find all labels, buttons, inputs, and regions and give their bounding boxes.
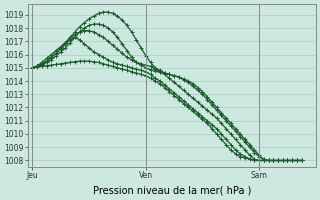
X-axis label: Pression niveau de la mer( hPa ): Pression niveau de la mer( hPa ) [92,186,251,196]
